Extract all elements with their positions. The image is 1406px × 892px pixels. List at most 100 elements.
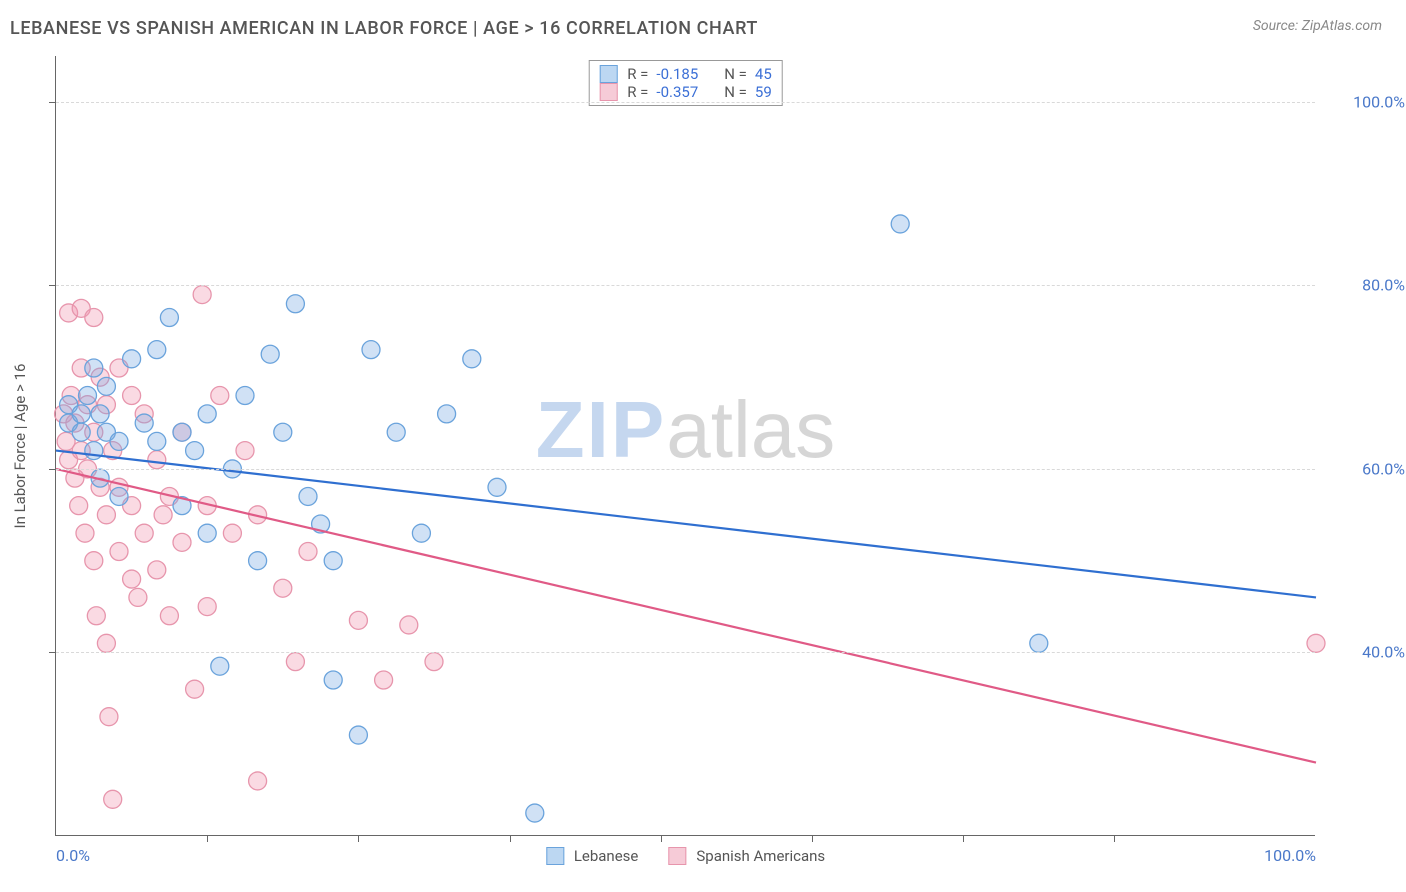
y-tick: [49, 652, 56, 653]
scatter-point: [87, 607, 105, 625]
gridline: [56, 469, 1315, 470]
scatter-point: [324, 671, 342, 689]
scatter-point: [160, 607, 178, 625]
scatter-point: [274, 579, 292, 597]
scatter-point: [76, 524, 94, 542]
scatter-point: [110, 543, 128, 561]
scatter-point: [85, 552, 103, 570]
scatter-point: [72, 423, 90, 441]
scatter-point: [123, 350, 141, 368]
swatch-spanish-icon: [668, 847, 686, 865]
scatter-point: [400, 616, 418, 634]
x-tick: [963, 835, 964, 842]
legend-entry-lebanese: Lebanese: [546, 847, 639, 865]
x-tick: [661, 835, 662, 842]
chart-title: LEBANESE VS SPANISH AMERICAN IN LABOR FO…: [10, 18, 758, 39]
scatter-point: [70, 497, 88, 515]
scatter-point: [85, 359, 103, 377]
x-tick: [812, 835, 813, 842]
scatter-point: [198, 524, 216, 542]
scatter-point: [173, 423, 191, 441]
scatter-point: [526, 804, 544, 822]
scatter-point: [891, 215, 909, 233]
scatter-point: [97, 634, 115, 652]
scatter-point: [438, 405, 456, 423]
scatter-point: [286, 295, 304, 313]
scatter-point: [186, 680, 204, 698]
scatter-point: [425, 653, 443, 671]
scatter-point: [488, 478, 506, 496]
scatter-point: [324, 552, 342, 570]
scatter-point: [274, 423, 292, 441]
scatter-point: [463, 350, 481, 368]
source-attribution: Source: ZipAtlas.com: [1253, 18, 1382, 34]
scatter-point: [110, 432, 128, 450]
scatter-point: [1030, 634, 1048, 652]
scatter-point: [236, 387, 254, 405]
swatch-lebanese-icon: [546, 847, 564, 865]
scatter-point: [91, 405, 109, 423]
x-tick: [510, 835, 511, 842]
y-tick-label: 60.0%: [1325, 459, 1405, 478]
scatter-point: [129, 588, 147, 606]
scatter-point: [349, 611, 367, 629]
scatter-point: [299, 487, 317, 505]
scatter-point: [100, 708, 118, 726]
scatter-point: [97, 506, 115, 524]
x-tick-label: 100.0%: [1264, 846, 1316, 865]
scatter-point: [387, 423, 405, 441]
scatter-point: [286, 653, 304, 671]
scatter-point: [135, 524, 153, 542]
scatter-point: [123, 387, 141, 405]
scatter-point: [249, 552, 267, 570]
scatter-point: [193, 286, 211, 304]
gridline: [56, 285, 1315, 286]
scatter-point: [154, 506, 172, 524]
x-tick: [207, 835, 208, 842]
scatter-point: [236, 442, 254, 460]
scatter-point: [110, 487, 128, 505]
series-legend: Lebanese Spanish Americans: [546, 847, 825, 865]
x-tick: [358, 835, 359, 842]
scatter-point: [104, 790, 122, 808]
scatter-point: [148, 432, 166, 450]
scatter-point: [186, 442, 204, 460]
scatter-point: [148, 451, 166, 469]
scatter-point: [349, 726, 367, 744]
scatter-point: [123, 570, 141, 588]
scatter-point: [211, 657, 229, 675]
scatter-point: [97, 377, 115, 395]
scatter-point: [362, 341, 380, 359]
y-tick-label: 40.0%: [1325, 643, 1405, 662]
plot-area: In Labor Force | Age > 16 ZIPatlas R = -…: [55, 56, 1315, 836]
y-tick: [49, 285, 56, 286]
scatter-point: [198, 405, 216, 423]
scatter-point: [211, 387, 229, 405]
scatter-point: [135, 414, 153, 432]
legend-entry-spanish: Spanish Americans: [668, 847, 825, 865]
gridline: [56, 652, 1315, 653]
trend-line: [56, 469, 1316, 763]
y-tick-label: 100.0%: [1325, 92, 1405, 111]
gridline: [56, 102, 1315, 103]
y-axis-label: In Labor Force | Age > 16: [11, 363, 29, 528]
x-tick: [1114, 835, 1115, 842]
legend-label-spanish: Spanish Americans: [696, 847, 825, 865]
scatter-point: [173, 533, 191, 551]
y-tick: [49, 102, 56, 103]
scatter-point: [223, 524, 241, 542]
scatter-point: [249, 772, 267, 790]
trend-line: [56, 451, 1316, 598]
scatter-point: [198, 598, 216, 616]
scatter-point: [160, 309, 178, 327]
scatter-point: [85, 309, 103, 327]
scatter-point: [1307, 634, 1325, 652]
scatter-point: [412, 524, 430, 542]
scatter-point: [148, 341, 166, 359]
y-tick: [49, 469, 56, 470]
scatter-point: [72, 405, 90, 423]
scatter-point: [261, 345, 279, 363]
scatter-point: [375, 671, 393, 689]
scatter-point: [79, 387, 97, 405]
legend-label-lebanese: Lebanese: [574, 847, 639, 865]
